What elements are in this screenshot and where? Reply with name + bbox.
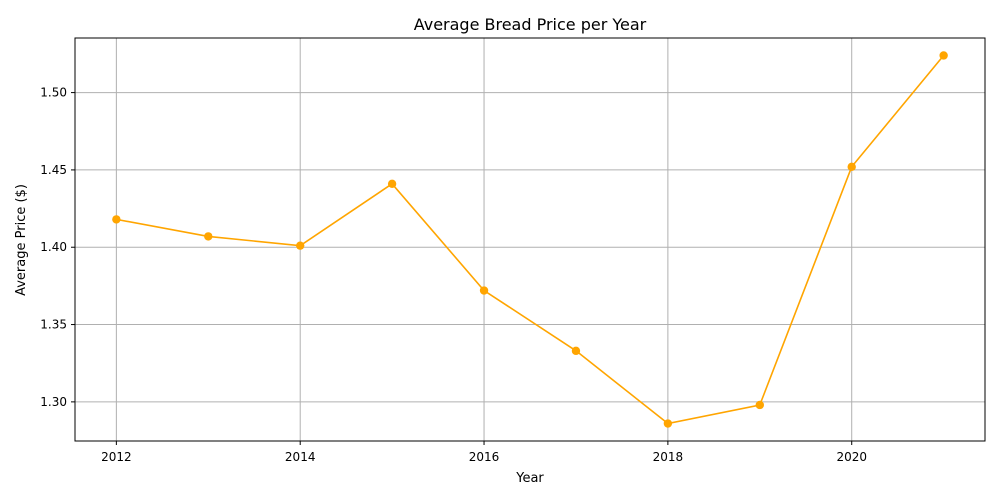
x-tick-label: 2020 xyxy=(836,450,867,464)
grid-lines xyxy=(75,38,985,441)
data-point xyxy=(204,232,213,241)
y-axis-ticks: 1.30 1.35 1.40 1.45 1.50 xyxy=(40,86,75,409)
data-point xyxy=(296,241,305,250)
plot-area xyxy=(112,51,948,428)
y-tick-label: 1.50 xyxy=(40,86,67,100)
y-tick-label: 1.30 xyxy=(40,395,67,409)
y-tick-label: 1.45 xyxy=(40,163,67,177)
x-axis-label: Year xyxy=(515,471,544,486)
x-tick-label: 2016 xyxy=(469,450,500,464)
x-tick-label: 2014 xyxy=(285,450,316,464)
data-point xyxy=(847,162,856,172)
x-axis-ticks: 2012 2014 2016 2018 2020 xyxy=(101,441,867,464)
data-point xyxy=(571,346,581,356)
x-tick-label: 2018 xyxy=(653,450,684,464)
data-point xyxy=(663,419,673,428)
y-axis-label: Average Price ($) xyxy=(14,184,29,296)
chart-title: Average Bread Price per Year xyxy=(414,15,647,34)
data-point xyxy=(387,179,397,189)
data-point xyxy=(479,286,489,295)
plot-frame xyxy=(74,37,986,442)
data-point xyxy=(755,400,764,410)
y-tick-label: 1.35 xyxy=(40,318,67,332)
data-point xyxy=(939,51,948,60)
series-line xyxy=(116,54,945,425)
x-tick-label: 2012 xyxy=(101,450,132,464)
y-tick-label: 1.40 xyxy=(40,240,67,254)
data-point xyxy=(112,215,121,224)
